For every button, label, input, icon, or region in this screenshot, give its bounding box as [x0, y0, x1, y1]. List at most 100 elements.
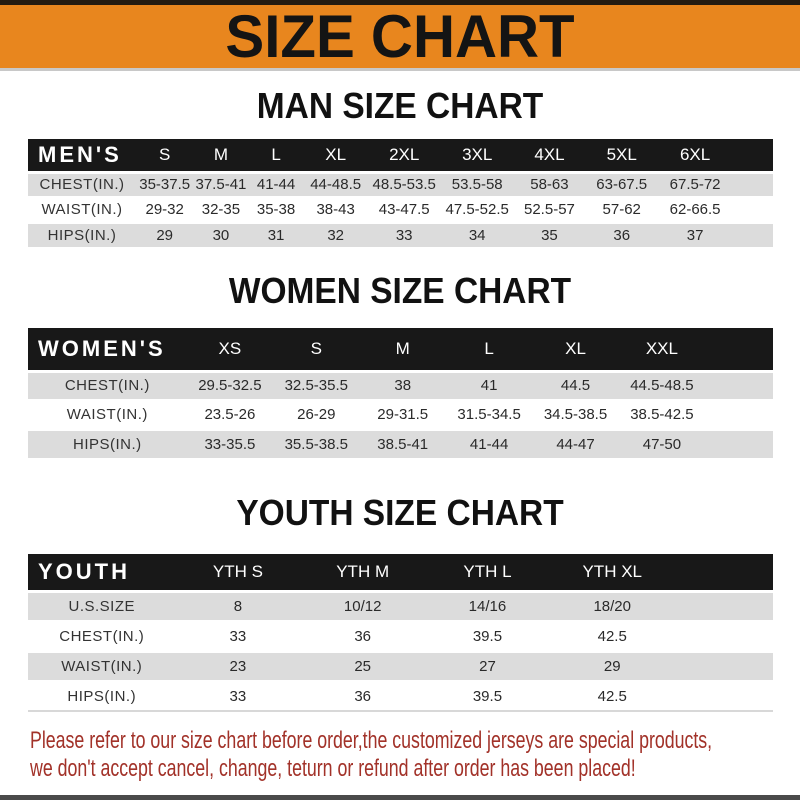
table-corner-label: WOMEN'S [38, 335, 166, 361]
size-column-header: 6XL [679, 144, 711, 164]
size-value-cell: 53.5-58 [451, 176, 503, 193]
size-value-cell: 8 [233, 597, 243, 615]
size-value-cell: 42.5 [597, 627, 627, 645]
size-column-header: YTH XL [582, 561, 642, 581]
table-corner-label: MEN'S [38, 141, 122, 167]
size-value-cell: 29-31.5 [377, 406, 429, 423]
size-value-cell: 57-62 [602, 201, 641, 218]
header-spacer-cell [675, 554, 773, 591]
size-value-cell: 29 [156, 226, 174, 244]
table-row: CHEST(IN.) 33 36 39.5 42.5 [28, 621, 773, 651]
size-value-cell: 36 [354, 627, 372, 645]
table-row: U.S.SIZE 8 10/12 14/16 18/20 [28, 591, 773, 621]
size-value-cell: 38.5-41 [377, 435, 429, 453]
size-value-cell: 43-47.5 [378, 201, 430, 218]
size-column-header: XXL [645, 338, 678, 358]
table-row: HIPS(IN.) 29 30 31 32 33 34 35 36 37 [28, 222, 773, 247]
table-row: WAIST(IN.) 23 25 27 29 [28, 651, 773, 681]
size-column-header: XL [565, 338, 586, 358]
size-column-header: M [213, 144, 229, 164]
size-value-cell: 42.5 [597, 687, 627, 705]
size-value-cell: 33 [229, 627, 247, 645]
measure-row-label: WAIST(IN.) [66, 406, 148, 423]
size-value-cell: 33-35.5 [204, 435, 256, 453]
measure-row-label: CHEST(IN.) [39, 176, 125, 193]
size-value-cell: 48.5-53.5 [372, 176, 436, 193]
size-value-cell: 39.5 [472, 687, 503, 705]
size-chart-sections: MAN SIZE CHART MEN'S S M L XL 2XL 3XL 4XL 5XL 6XL C… [0, 88, 800, 712]
size-value-cell: 44.5 [560, 377, 591, 394]
size-value-cell: 34 [468, 226, 486, 244]
size-column-header: 4XL [534, 144, 565, 164]
measure-row-label: HIPS(IN.) [73, 435, 142, 453]
table-header-row: MEN'S S M L XL 2XL 3XL 4XL 5XL 6XL [28, 139, 773, 172]
table-row: HIPS(IN.) 33 36 39.5 42.5 [28, 681, 773, 711]
measure-row-label: HIPS(IN.) [67, 687, 137, 705]
size-value-cell: 44-48.5 [310, 176, 362, 193]
size-value-cell: 14/16 [468, 597, 507, 615]
size-value-cell: 35.5-38.5 [284, 435, 348, 453]
row-spacer-cell [705, 371, 773, 400]
size-value-cell: 33 [395, 226, 413, 244]
size-value-cell: 29-32 [145, 201, 184, 218]
size-value-cell: 30 [212, 226, 230, 244]
size-value-cell: 32-35 [201, 201, 241, 218]
size-value-cell: 35 [541, 226, 558, 244]
size-value-cell: 37 [686, 226, 704, 244]
size-value-cell: 38.5-42.5 [630, 406, 694, 423]
size-value-cell: 52.5-57 [524, 201, 575, 218]
bottom-edge-line [0, 795, 800, 800]
table-row: CHEST(IN.) 29.5-32.5 32.5-35.5 38 41 44.5 44.5… [28, 371, 773, 400]
table-header-row: YOUTH YTH S YTH M YTH L YTH XL [28, 554, 773, 591]
size-column-header: 2XL [389, 144, 420, 164]
size-column-header: YTH L [463, 561, 512, 581]
size-value-cell: 29.5-32.5 [198, 377, 262, 394]
size-value-cell: 47.5-52.5 [445, 201, 509, 218]
table-header-row: WOMEN'S XS S M L XL XXL [28, 328, 773, 371]
size-table: YOUTH YTH S YTH M YTH L YTH XL U.S.SIZE 8 10/12… [28, 554, 773, 712]
size-table: WOMEN'S XS S M L XL XXL CHEST(IN.) 29.5-32.5 32.5… [28, 328, 773, 458]
size-table: MEN'S S M L XL 2XL 3XL 4XL 5XL 6XL CHEST(IN.) 35-37… [28, 139, 773, 247]
measure-row-label: CHEST(IN.) [64, 377, 150, 394]
section-heading-text: YOUTH SIZE CHART [236, 492, 564, 533]
measure-row-label: WAIST(IN.) [41, 201, 123, 218]
disclaimer-text: Please refer to our size chart before or… [30, 727, 800, 783]
size-column-header: M [395, 338, 410, 358]
size-value-cell: 23 [229, 657, 247, 675]
size-chart-banner: SIZE CHART [0, 0, 800, 71]
size-value-cell: 32 [327, 226, 344, 244]
size-value-cell: 26-29 [297, 406, 336, 423]
banner-title: SIZE CHART [225, 2, 575, 70]
table-row: WAIST(IN.) 23.5-26 26-29 29-31.5 31.5-34.5 34… [28, 400, 773, 429]
table-row: WAIST(IN.) 29-32 32-35 35-38 38-43 43-47.5 47.… [28, 197, 773, 222]
size-column-header: YTH S [212, 561, 263, 581]
table-corner-label: YOUTH [38, 558, 130, 584]
row-spacer-cell [705, 429, 773, 458]
size-value-cell: 44.5-48.5 [630, 377, 694, 394]
measure-row-label: CHEST(IN.) [59, 627, 145, 645]
disclaimer-line-2: we don't accept cancel, change, teturn o… [30, 755, 636, 782]
section-heading-text: WOMEN SIZE CHART [228, 270, 572, 311]
size-value-cell: 41-44 [469, 435, 509, 453]
size-column-header: YTH M [336, 561, 390, 581]
row-spacer-cell [732, 222, 773, 247]
size-column-header: XS [218, 338, 242, 358]
row-spacer-cell [732, 197, 773, 222]
size-value-cell: 31 [267, 226, 285, 244]
size-value-cell: 63-67.5 [596, 176, 648, 193]
size-column-header: 5XL [606, 144, 637, 164]
size-value-cell: 38 [394, 377, 412, 394]
table-row: CHEST(IN.) 35-37.5 37.5-41 41-44 44-48.5 48.5… [28, 172, 773, 197]
size-column-header: L [484, 338, 494, 358]
measure-row-label: U.S.SIZE [68, 597, 135, 615]
row-spacer-cell [705, 400, 773, 429]
measure-row-label: HIPS(IN.) [47, 226, 117, 244]
size-value-cell: 58-63 [530, 176, 569, 193]
size-column-header: 3XL [462, 144, 493, 164]
size-value-cell: 41 [480, 377, 498, 394]
section-heading: WOMEN SIZE CHART [0, 273, 800, 309]
size-value-cell: 39.5 [472, 627, 503, 645]
row-spacer-cell [675, 681, 773, 711]
size-column-header: L [271, 144, 281, 164]
size-section: WOMEN SIZE CHART WOMEN'S XS S M L XL XXL CHEST(I… [0, 273, 800, 458]
